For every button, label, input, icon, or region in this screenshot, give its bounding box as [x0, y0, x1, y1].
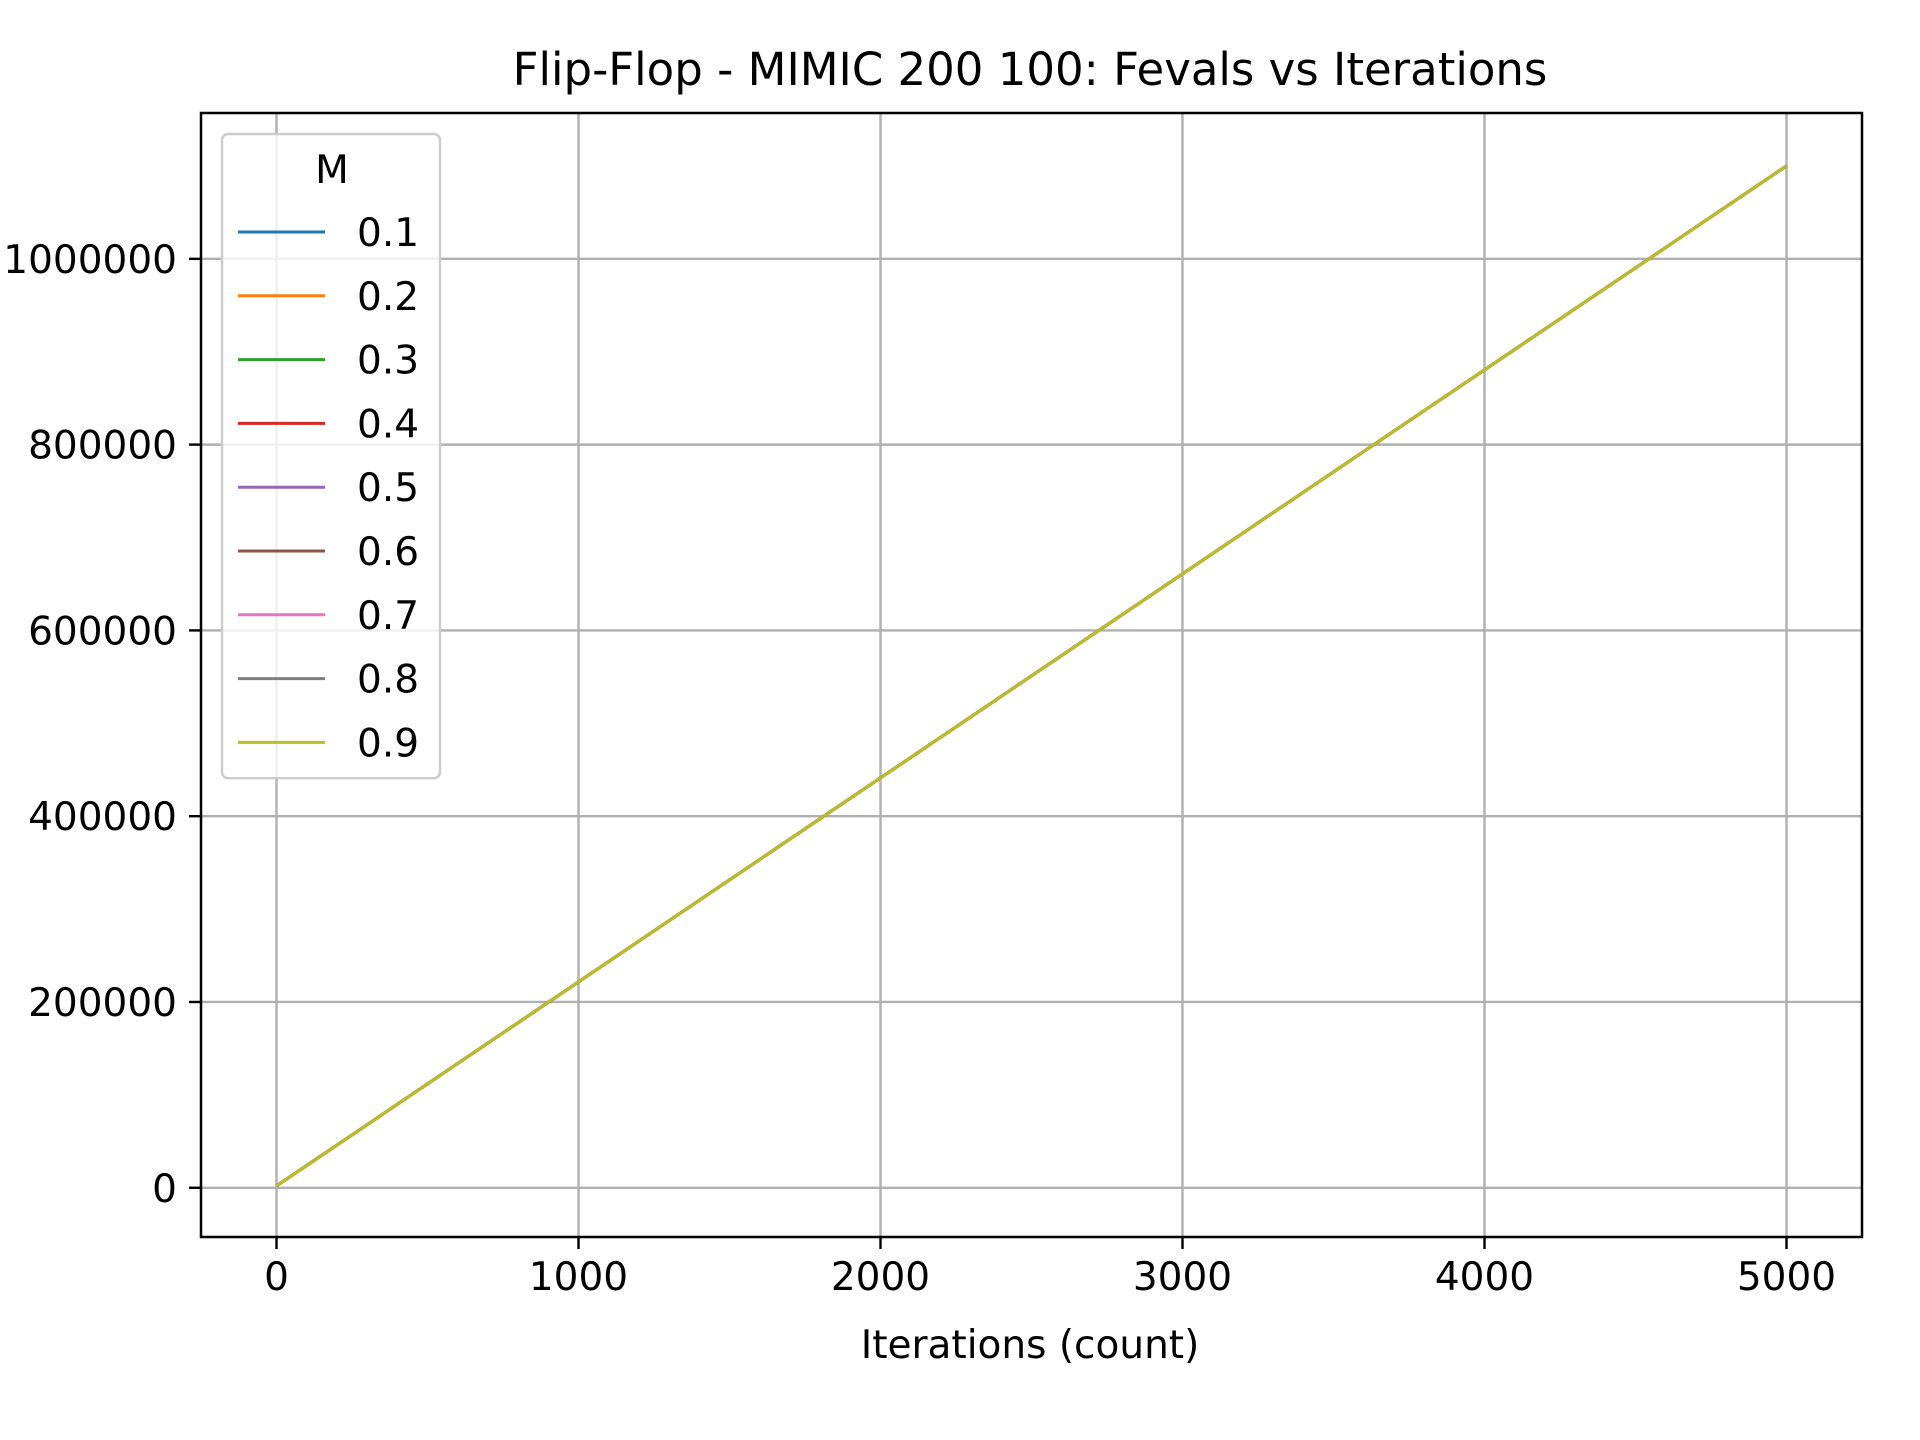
legend-label: 0.6 — [357, 530, 419, 575]
x-axis-ticks: 0 1000 2000 3000 4000 5000 — [264, 1237, 1836, 1300]
grid-lines — [201, 113, 1862, 1237]
legend-label: 0.7 — [357, 594, 419, 639]
series-line-0-9 — [275, 164, 1788, 1188]
y-tick-label: 0 — [152, 1167, 177, 1212]
y-tick-label: 1000000 — [3, 238, 177, 283]
x-axis-label: Iterations (count) — [861, 1323, 1200, 1368]
legend-title: M — [315, 148, 349, 193]
y-tick-label: 600000 — [28, 609, 177, 654]
legend: M0.1 0.2 0.3 0.4 0.5 0.6 0.7 0.8 0.9 — [220, 132, 442, 780]
legend-label: 0.8 — [357, 658, 419, 703]
legend-label: 0.9 — [357, 721, 419, 766]
x-tick-label: 4000 — [1435, 1255, 1534, 1300]
y-tick-label: 400000 — [28, 795, 177, 840]
chart-title: Flip-Flop - MIMIC 200 100: Fevals vs Ite… — [513, 43, 1548, 96]
x-tick-label: 5000 — [1737, 1255, 1836, 1300]
plot-frame — [199, 111, 1864, 1239]
x-tick-label: 2000 — [831, 1255, 930, 1300]
legend-label: 0.5 — [357, 466, 419, 511]
series-lines — [275, 164, 1788, 1188]
y-tick-label: 200000 — [28, 981, 177, 1026]
y-axis-ticks: 0 200000 400000 600000 800000 1000000 — [3, 238, 201, 1212]
legend-label: 0.1 — [357, 211, 419, 256]
x-tick-label: 3000 — [1133, 1255, 1232, 1300]
y-tick-label: 800000 — [28, 424, 177, 469]
legend-label: 0.2 — [357, 275, 419, 320]
legend-label: 0.3 — [357, 339, 419, 384]
x-tick-label: 1000 — [529, 1255, 628, 1300]
x-tick-label: 0 — [264, 1255, 289, 1300]
legend-label: 0.4 — [357, 402, 419, 447]
